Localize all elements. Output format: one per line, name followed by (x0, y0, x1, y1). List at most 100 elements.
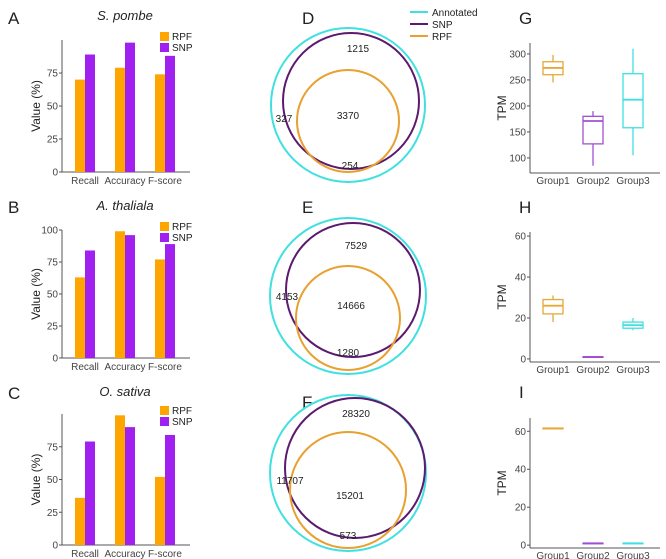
y-tick-label: 300 (509, 49, 526, 60)
panel-label: F (302, 393, 312, 412)
y-axis-label: TPM (495, 470, 509, 495)
y-tick-label: 0 (52, 541, 58, 552)
panel-label: E (302, 198, 313, 217)
venn-count-snp-only: 7529 (345, 241, 368, 252)
x-tick-label: Group3 (616, 176, 650, 187)
venn-circle-rpf (296, 69, 400, 173)
bar-snp-accuracy (125, 42, 135, 172)
y-tick-label: 25 (47, 508, 59, 519)
venn-circle-snp (285, 222, 421, 358)
legend-label: RPF (172, 222, 192, 233)
legend-swatch-snp (160, 233, 169, 242)
chart-title: O. sativa (99, 384, 150, 399)
boxplot-group2 (582, 111, 604, 166)
legend-label: RPF (172, 32, 192, 43)
x-tick-label: Accuracy (104, 176, 145, 187)
legend-label: Annotated (432, 8, 478, 19)
x-tick-label: Accuracy (104, 549, 145, 559)
bar-rpf-recall (75, 79, 85, 172)
y-tick-label: 20 (515, 503, 527, 514)
bar-rpf-accuracy (115, 67, 125, 172)
x-tick-label: Recall (71, 176, 99, 187)
boxplot-group2 (582, 355, 604, 359)
y-tick-label: 75 (47, 258, 59, 269)
x-tick-label: F-score (148, 362, 182, 373)
bar-rpf-recall (75, 497, 85, 545)
venn-count-all-three: 14666 (337, 301, 365, 312)
bar-snp-f-score (165, 434, 175, 545)
box-iqr (542, 298, 564, 315)
bar-snp-recall (85, 250, 95, 358)
y-tick-label: 50 (47, 290, 59, 301)
venn-circle-snp (282, 32, 420, 170)
y-tick-label: 40 (515, 465, 527, 476)
legend-swatch-rpf (160, 32, 169, 41)
y-tick-label: 60 (515, 427, 527, 438)
legend-swatch-snp (160, 417, 169, 426)
panel-label: H (519, 198, 531, 217)
box-iqr (622, 73, 644, 129)
venn-count-annotated-only: 327 (276, 114, 293, 125)
legend-label: SNP (172, 417, 193, 428)
y-tick-label: 40 (515, 273, 527, 284)
x-tick-label: Group1 (536, 551, 570, 559)
legend-label: SNP (432, 20, 453, 31)
y-tick-label: 60 (515, 232, 527, 243)
panel-label: I (519, 383, 524, 402)
venn-circle-snp (284, 397, 426, 539)
venn-count-rpf-bottom: 573 (340, 531, 357, 542)
panel-label: A (8, 9, 20, 28)
y-axis-label: Value (%) (29, 454, 43, 506)
x-tick-label: Recall (71, 549, 99, 559)
panel-label: C (8, 384, 20, 403)
bar-rpf-accuracy (115, 231, 125, 358)
y-tick-label: 25 (47, 322, 59, 333)
chart-title: S. pombe (97, 8, 153, 23)
venn-count-annotated-only: 4153 (276, 292, 299, 303)
bar-snp-f-score (165, 55, 175, 173)
x-tick-label: Group2 (576, 176, 610, 187)
x-tick-label: Group1 (536, 365, 570, 376)
panel-label: D (302, 9, 314, 28)
y-tick-label: 75 (47, 442, 59, 453)
bar-snp-recall (85, 441, 95, 545)
bar-rpf-accuracy (115, 415, 125, 545)
venn-count-all-three: 3370 (337, 111, 360, 122)
y-tick-label: 25 (47, 135, 59, 146)
boxplot-group1 (542, 54, 564, 83)
venn-circle-annotated (269, 394, 427, 552)
legend-swatch-rpf (160, 222, 169, 231)
venn-count-snp-only: 28320 (342, 409, 370, 420)
venn-count-all-three: 15201 (336, 491, 364, 502)
venn-circle-annotated (270, 27, 426, 183)
boxplot-group1 (542, 295, 564, 323)
x-tick-label: Group3 (616, 551, 650, 559)
venn-count-rpf-bottom: 1280 (337, 348, 360, 359)
y-tick-label: 0 (520, 541, 526, 552)
x-tick-label: Group3 (616, 365, 650, 376)
x-tick-label: Recall (71, 362, 99, 373)
y-tick-label: 50 (47, 102, 59, 113)
legend-label: RPF (172, 406, 192, 417)
venn-circle-rpf (289, 431, 407, 549)
y-tick-label: 0 (520, 354, 526, 365)
y-axis-label: TPM (495, 95, 509, 120)
venn-circle-annotated (269, 217, 427, 375)
y-tick-label: 50 (47, 475, 59, 486)
bar-rpf-f-score (155, 476, 165, 545)
y-tick-label: 20 (515, 313, 527, 324)
venn-count-rpf-bottom: 254 (342, 161, 359, 172)
x-tick-label: Accuracy (104, 362, 145, 373)
venn-count-annotated-only: 11707 (276, 476, 304, 487)
legend-label: SNP (172, 43, 193, 54)
legend-swatch-snp (160, 43, 169, 52)
y-tick-label: 250 (509, 75, 526, 86)
y-tick-label: 0 (52, 168, 58, 179)
y-tick-label: 200 (509, 101, 526, 112)
legend-swatch-rpf (160, 406, 169, 415)
bar-snp-recall (85, 54, 95, 172)
boxplot-group3 (622, 48, 644, 156)
y-axis-label: Value (%) (29, 268, 43, 320)
